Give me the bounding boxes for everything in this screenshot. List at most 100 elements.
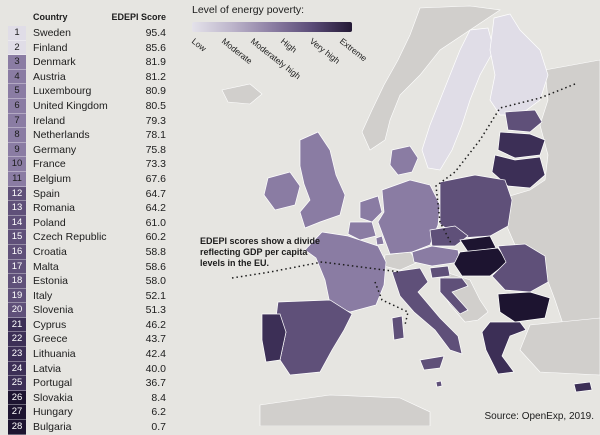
table-row: 10 France 73.3 <box>8 157 172 172</box>
table-row: 14 Poland 61.0 <box>8 215 172 231</box>
score-cell: 75.8 <box>145 143 166 156</box>
iceland <box>221 83 263 105</box>
source-note: Source: OpenExp, 2019. <box>484 411 594 422</box>
country-italy <box>391 267 463 355</box>
country-name-cell: Estonia <box>33 275 69 288</box>
legend-label: Low <box>189 36 209 54</box>
country-name-cell: Bulgaria <box>33 421 72 434</box>
rank-cell: 6 <box>8 98 26 114</box>
legend-label: High <box>278 36 299 55</box>
divide-line-south <box>374 281 409 326</box>
country-cyprus <box>573 381 593 393</box>
table-row: 12 Spain 64.7 <box>8 186 172 202</box>
country-name-cell: Lithuania <box>33 348 76 361</box>
north-africa <box>259 394 431 426</box>
country-portugal <box>261 313 287 363</box>
country-greece <box>481 321 527 375</box>
country-name-cell: Denmark <box>33 56 76 69</box>
country-name-cell: Poland <box>33 216 66 229</box>
header-country: Country <box>33 12 68 22</box>
eu-countries <box>261 13 593 393</box>
country-finland <box>489 13 549 116</box>
score-cell: 58.6 <box>145 260 166 273</box>
country-estonia <box>504 109 543 133</box>
country-latvia <box>497 131 546 159</box>
score-cell: 64.7 <box>145 187 166 200</box>
rank-cell: 16 <box>8 244 26 260</box>
score-cell: 51.3 <box>145 304 166 317</box>
rank-cell: 10 <box>8 157 26 172</box>
island-sardinia <box>391 315 405 341</box>
island-sicily <box>419 355 445 371</box>
rank-cell: 22 <box>8 332 26 348</box>
country-malta <box>435 380 443 388</box>
rank-cell: 4 <box>8 69 26 85</box>
score-cell: 60.2 <box>145 231 166 244</box>
country-name-cell: Croatia <box>33 245 67 258</box>
rank-cell: 21 <box>8 317 26 333</box>
country-name-cell: United Kingdom <box>33 99 108 112</box>
score-cell: 79.3 <box>145 114 166 127</box>
score-cell: 81.9 <box>145 56 166 69</box>
country-name-cell: Netherlands <box>33 129 90 142</box>
table-row: 23 Lithuania 42.4 <box>8 347 172 362</box>
country-france <box>304 231 387 313</box>
country-name-cell: Luxembourg <box>33 85 92 98</box>
score-cell: 8.4 <box>151 391 166 404</box>
score-cell: 42.4 <box>145 348 166 361</box>
table-rows: 1 Sweden 95.4 2 Finland 85.6 3 Denmark 81.9 4 Aust… <box>8 26 172 435</box>
rank-cell: 11 <box>8 171 26 187</box>
score-cell: 81.2 <box>145 70 166 83</box>
score-cell: 95.4 <box>145 27 166 39</box>
country-name-cell: Austria <box>33 70 66 83</box>
country-germany <box>377 179 441 255</box>
divide-lines <box>231 83 576 326</box>
score-cell: 52.1 <box>145 289 166 302</box>
table-row: 2 Finland 85.6 <box>8 40 172 56</box>
legend-label: Moderate <box>219 36 254 66</box>
country-name-cell: Italy <box>33 289 53 302</box>
rank-cell: 15 <box>8 230 26 245</box>
rank-cell: 25 <box>8 376 26 391</box>
map-annotation: EDEPI scores show a divide reflecting GD… <box>200 236 321 268</box>
table-row: 26 Slovakia 8.4 <box>8 390 172 406</box>
table-row: 5 Luxembourg 80.9 <box>8 84 172 99</box>
legend-title: Level of energy poverty: <box>192 4 305 16</box>
score-cell: 6.2 <box>151 406 166 419</box>
rank-cell: 17 <box>8 259 26 275</box>
rank-cell: 23 <box>8 347 26 362</box>
table-row: 27 Hungary 6.2 <box>8 405 172 421</box>
country-hungary <box>453 247 509 277</box>
rank-cell: 28 <box>8 420 26 435</box>
country-denmark <box>389 145 419 176</box>
table-row: 13 Romania 64.2 <box>8 201 172 216</box>
country-name-cell: Finland <box>33 41 68 54</box>
energy-poverty-map-figure: Country EDEPI Score 1 Sweden 95.4 2 Finland 8… <box>8 4 600 435</box>
table-row: 3 Denmark 81.9 <box>8 55 172 70</box>
country-name-cell: Greece <box>33 333 68 346</box>
score-cell: 58.8 <box>145 245 166 258</box>
rank-cell: 9 <box>8 142 26 158</box>
country-name-cell: Ireland <box>33 114 66 127</box>
rank-cell: 3 <box>8 55 26 70</box>
country-name-cell: Slovakia <box>33 391 73 404</box>
rank-cell: 24 <box>8 361 26 377</box>
rank-cell: 19 <box>8 288 26 304</box>
table-row: 7 Ireland 79.3 <box>8 113 172 129</box>
non-eu-land <box>221 5 600 426</box>
rank-cell: 12 <box>8 186 26 202</box>
country-name-cell: Cyprus <box>33 318 67 331</box>
table-row: 9 Germany 75.8 <box>8 142 172 158</box>
country-name-cell: Latvia <box>33 362 62 375</box>
table-row: 15 Czech Republic 60.2 <box>8 230 172 245</box>
rank-cell: 7 <box>8 113 26 129</box>
rank-cell: 18 <box>8 274 26 289</box>
table-row: 6 United Kingdom 80.5 <box>8 98 172 114</box>
country-luxembourg <box>375 235 385 246</box>
score-cell: 85.6 <box>145 41 166 54</box>
country-name-cell: Slovenia <box>33 304 74 317</box>
legend-label: Very high <box>308 36 343 66</box>
score-cell: 61.0 <box>145 216 166 229</box>
score-cell: 43.7 <box>145 333 166 346</box>
table-row: 22 Greece 43.7 <box>8 332 172 348</box>
